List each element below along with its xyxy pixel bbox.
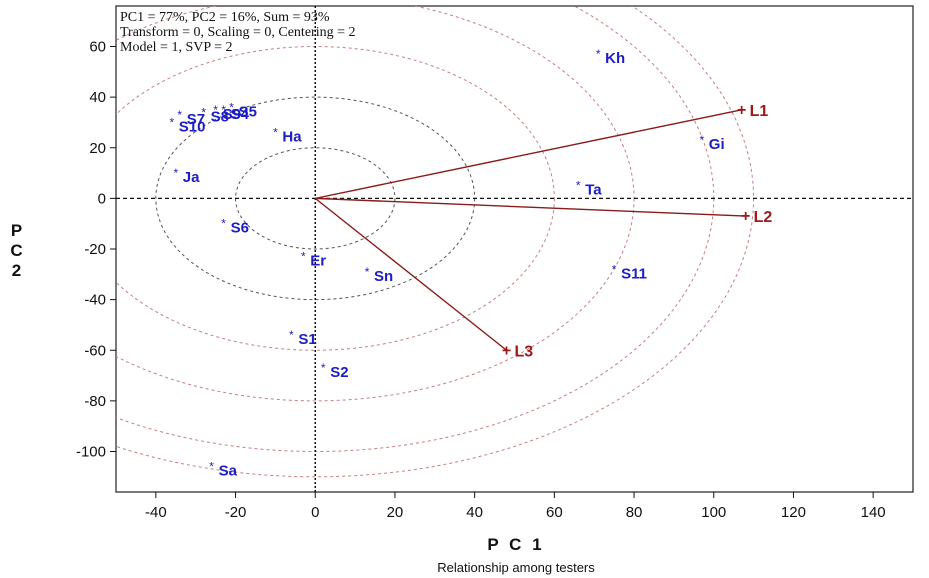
point-label-S8: S8	[211, 108, 229, 125]
point-label-S2: S2	[330, 364, 348, 381]
plot-frame	[115, 5, 914, 493]
circle-100	[116, 6, 715, 452]
point-label-S4: S4	[231, 106, 250, 123]
point-label-Kh: Kh	[605, 50, 625, 67]
point-label-Er: Er	[310, 253, 326, 270]
loading-vectors	[314, 109, 746, 351]
point-label-S5: S5	[239, 103, 257, 120]
x-tick-label: 40	[466, 504, 483, 521]
vector-L2	[315, 197, 746, 217]
point-marker-S1: *	[289, 328, 294, 342]
x-tick-label: 20	[387, 504, 404, 521]
point-marker-S9: *	[213, 103, 218, 117]
point-marker-Sa: *	[209, 460, 214, 474]
x-tick-label: 140	[861, 504, 886, 521]
point-marker-Ha: *	[273, 126, 278, 140]
point-marker-Sn: *	[365, 265, 370, 279]
point-label-Sa: Sa	[219, 463, 238, 480]
concentric-circles	[116, 6, 754, 478]
vector-L1	[315, 109, 742, 200]
point-label-Ha: Ha	[282, 129, 302, 146]
x-tick-label: 80	[626, 504, 643, 521]
point-marker-Ja: *	[173, 166, 178, 180]
y-axis-title: PC2	[10, 221, 25, 280]
x-tick-label: 0	[311, 504, 319, 521]
y-tick-label: 60	[89, 39, 106, 56]
line-marker-L3: +	[502, 342, 511, 359]
x-tick-label: 120	[781, 504, 806, 521]
y-tick-label: -100	[76, 444, 106, 461]
point-label-S1: S1	[298, 331, 316, 348]
circle-110	[116, 6, 754, 478]
point-marker-S7: *	[177, 108, 182, 122]
point-label-S6: S6	[231, 220, 249, 237]
x-tick-label: 100	[701, 504, 726, 521]
point-label-Gi: Gi	[709, 136, 725, 153]
point-label-Ja: Ja	[183, 169, 200, 186]
point-marker-Kh: *	[596, 47, 601, 61]
point-marker-S8: *	[201, 105, 206, 119]
y-tick-label: 40	[89, 89, 106, 106]
y-axis-ticks: -100 -80 -60 -40 -20 0 20 40 60	[76, 39, 116, 461]
y-tick-label: 0	[98, 190, 106, 207]
point-label-S7: S7	[187, 111, 205, 128]
y-tick-label: 20	[89, 140, 106, 157]
point-label-Sn: Sn	[374, 268, 393, 285]
point-label-S11: S11	[621, 265, 647, 282]
point-marker-S2: *	[321, 361, 326, 375]
y-axis-title-letter: P	[11, 221, 25, 240]
x-axis-ticks: -40 -20 0 20 40 60 80 100 120 140	[145, 492, 886, 521]
y-tick-label: -80	[84, 393, 106, 410]
point-marker-Gi: *	[699, 133, 704, 147]
point-marker-Ta: *	[576, 179, 581, 193]
line-label-L1: L1	[750, 103, 769, 120]
point-marker-S11: *	[612, 262, 617, 276]
info-line: PC1 = 77%, PC2 = 16%, Sum = 93%	[120, 10, 330, 25]
y-tick-label: -20	[84, 241, 106, 258]
x-axis-title: P C 1	[487, 535, 544, 554]
point-marker-S5: *	[229, 100, 234, 114]
info-line: Model = 1, SVP = 2	[120, 40, 233, 55]
x-tick-label: 60	[546, 504, 563, 521]
point-label-S10: S10	[179, 118, 206, 135]
point-label-S9: S9	[223, 106, 241, 123]
chart-caption: Relationship among testers	[437, 560, 595, 575]
point-marker-S10: *	[169, 115, 174, 129]
point-marker-S6: *	[221, 217, 226, 231]
point-marker-S4: *	[221, 103, 226, 117]
x-tick-label: -20	[225, 504, 247, 521]
data-points: * Kh* Gi* Ta* S11* Ha* Ja* S6* Er* Sn* S1* S2* Sa* S1…	[169, 47, 772, 480]
y-axis-title-letter: 2	[12, 261, 24, 280]
info-line: Transform = 0, Scaling = 0, Centering = …	[120, 25, 355, 40]
y-tick-label: -40	[84, 292, 106, 309]
info-box: PC1 = 77%, PC2 = 16%, Sum = 93%Transform…	[120, 10, 355, 55]
y-tick-label: -60	[84, 342, 106, 359]
line-label-L3: L3	[515, 343, 534, 360]
line-label-L2: L2	[754, 209, 773, 226]
zero-lines	[116, 6, 913, 492]
x-tick-label: -40	[145, 504, 167, 521]
line-marker-L1: +	[737, 102, 746, 119]
point-marker-Er: *	[301, 250, 306, 264]
y-axis-title-letter: C	[10, 241, 25, 260]
vector-L3	[314, 197, 507, 351]
point-label-Ta: Ta	[585, 182, 602, 199]
line-marker-L2: +	[741, 208, 750, 225]
